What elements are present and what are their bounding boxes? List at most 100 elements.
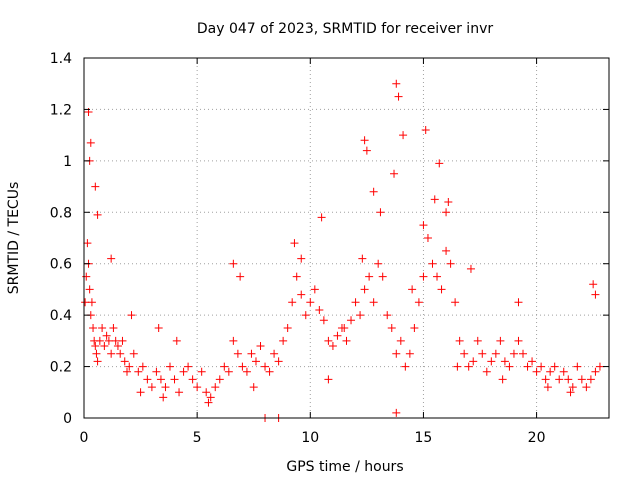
data-point — [147, 383, 156, 392]
data-point — [519, 349, 528, 358]
data-point — [369, 298, 378, 307]
data-point — [586, 375, 595, 384]
data-point — [247, 349, 256, 358]
x-axis: 0 5 10 15 20 — [80, 58, 546, 446]
grid — [84, 58, 609, 418]
x-axis-label: GPS time / hours — [286, 459, 403, 475]
data-point — [93, 210, 102, 219]
data-point — [324, 375, 333, 384]
data-point — [179, 367, 188, 376]
data-point — [394, 92, 403, 101]
data-point — [317, 213, 326, 222]
data-point — [559, 367, 568, 376]
data-point — [347, 316, 356, 325]
data-point — [541, 375, 550, 384]
data-point — [487, 357, 496, 366]
data-point — [202, 388, 211, 397]
data-point — [85, 285, 94, 294]
data-point — [423, 234, 432, 242]
data-point — [442, 246, 451, 255]
data-point — [211, 383, 220, 392]
data-point — [591, 367, 600, 376]
data-point — [528, 357, 537, 366]
data-point — [120, 357, 129, 366]
data-point — [82, 272, 91, 281]
data-point — [523, 362, 532, 371]
data-point — [478, 349, 487, 358]
data-point — [165, 362, 174, 371]
data-point — [116, 349, 125, 358]
data-point — [390, 169, 399, 178]
data-point — [455, 336, 464, 345]
data-point — [118, 336, 127, 345]
data-point — [505, 362, 514, 371]
data-point — [224, 367, 233, 376]
data-point — [175, 388, 184, 397]
x-tick-label: 15 — [415, 430, 433, 446]
data-point — [482, 367, 491, 376]
data-point — [81, 298, 90, 307]
data-point — [543, 383, 552, 392]
series-srmtid — [81, 79, 604, 422]
data-point — [564, 375, 573, 384]
y-axis-label: SRMTID / TECUs — [6, 182, 22, 295]
data-point — [383, 311, 392, 320]
data-point — [251, 357, 260, 366]
data-point — [466, 264, 475, 273]
data-point — [342, 336, 351, 345]
data-point — [197, 367, 206, 376]
data-point — [408, 285, 417, 294]
data-point — [396, 336, 405, 345]
data-point — [401, 362, 410, 371]
data-point — [154, 324, 163, 332]
data-point — [451, 298, 460, 307]
data-point — [98, 324, 107, 332]
data-point — [573, 362, 582, 371]
data-point — [107, 254, 116, 263]
data-point — [87, 298, 96, 307]
data-point — [122, 367, 131, 376]
data-point — [229, 336, 238, 345]
data-point — [109, 324, 118, 332]
data-point — [387, 324, 396, 332]
data-point — [410, 324, 419, 332]
data-point — [433, 272, 442, 281]
data-point — [113, 342, 122, 350]
data-point — [170, 375, 179, 384]
data-point — [92, 349, 101, 358]
data-point — [509, 349, 518, 358]
data-point — [152, 367, 161, 376]
data-point — [111, 336, 120, 345]
data-point — [249, 383, 258, 392]
data-point — [129, 349, 138, 358]
data-point — [93, 357, 102, 366]
data-point — [172, 336, 181, 345]
data-point — [358, 254, 367, 263]
data-point — [125, 362, 134, 371]
data-point — [589, 280, 598, 289]
y-tick-label: 0.4 — [50, 308, 72, 324]
data-point — [437, 285, 446, 294]
data-point — [95, 336, 104, 345]
data-point — [360, 136, 369, 145]
data-point — [138, 362, 147, 371]
data-point — [392, 79, 401, 88]
data-point — [283, 324, 292, 332]
data-point — [591, 290, 600, 299]
data-point — [156, 375, 165, 384]
data-point — [134, 367, 143, 376]
data-point — [577, 375, 586, 384]
plot-frame — [83, 57, 610, 419]
data-point — [265, 367, 274, 376]
data-point — [102, 331, 111, 340]
y-tick-label: 0 — [63, 411, 72, 427]
data-point — [392, 349, 401, 358]
data-point — [491, 349, 500, 358]
data-point — [328, 342, 337, 350]
data-point — [365, 272, 374, 281]
data-point — [161, 383, 170, 392]
data-point — [532, 367, 541, 376]
data-point — [392, 408, 401, 417]
data-point — [378, 272, 387, 281]
